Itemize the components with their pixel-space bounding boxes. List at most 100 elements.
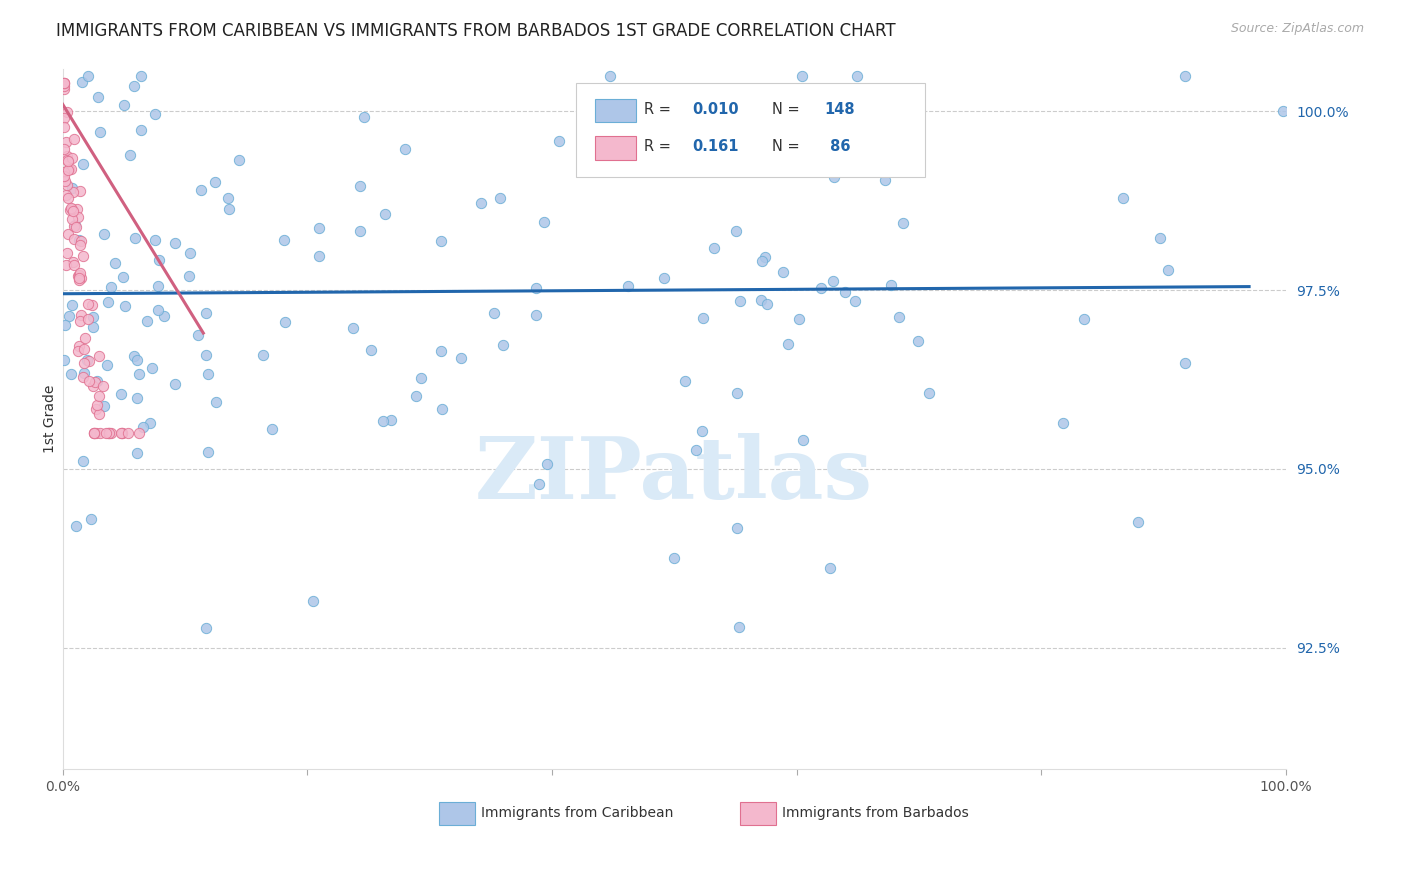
- Point: [59, 203, 82, 218]
- Point: [80, 512, 103, 526]
- Point: [86, 398, 108, 412]
- Point: [218, 202, 240, 217]
- Text: ZIPatlas: ZIPatlas: [475, 433, 873, 517]
- Point: [114, 299, 136, 313]
- Point: [66, 202, 89, 217]
- Point: [778, 337, 800, 351]
- Point: [834, 285, 856, 299]
- Point: [917, 385, 939, 400]
- Point: [810, 281, 832, 295]
- Point: [69, 267, 91, 281]
- Point: [112, 98, 135, 112]
- Point: [118, 148, 141, 162]
- Point: [599, 69, 621, 83]
- Point: [1126, 515, 1149, 529]
- Point: [82, 319, 104, 334]
- Point: [128, 367, 150, 381]
- Point: [56, 149, 79, 163]
- Point: [527, 476, 550, 491]
- Point: [146, 278, 169, 293]
- Point: [1112, 191, 1135, 205]
- Point: [547, 134, 569, 148]
- Point: [617, 278, 640, 293]
- Point: [72, 249, 94, 263]
- Point: [69, 234, 91, 248]
- Point: [405, 389, 427, 403]
- Point: [84, 402, 107, 417]
- Point: [53, 169, 76, 183]
- Text: IMMIGRANTS FROM CARIBBEAN VS IMMIGRANTS FROM BARBADOS 1ST GRADE CORRELATION CHAR: IMMIGRANTS FROM CARIBBEAN VS IMMIGRANTS …: [56, 22, 896, 40]
- Point: [692, 95, 714, 109]
- Point: [83, 426, 105, 441]
- Point: [844, 294, 866, 309]
- Text: Immigrants from Barbados: Immigrants from Barbados: [782, 806, 969, 821]
- Point: [62, 203, 84, 218]
- Point: [56, 163, 79, 178]
- Point: [55, 258, 77, 272]
- Point: [725, 224, 748, 238]
- Point: [690, 424, 713, 438]
- Point: [98, 426, 121, 441]
- Point: [652, 270, 675, 285]
- Point: [1073, 311, 1095, 326]
- Point: [711, 123, 734, 137]
- Point: [163, 236, 186, 251]
- Point: [55, 135, 77, 149]
- Point: [111, 426, 134, 441]
- Point: [262, 421, 284, 435]
- Point: [60, 180, 83, 194]
- Point: [63, 258, 86, 272]
- Point: [880, 277, 903, 292]
- Text: 148: 148: [825, 103, 855, 118]
- Point: [429, 343, 451, 358]
- Point: [821, 275, 844, 289]
- Point: [725, 386, 748, 401]
- Point: [429, 234, 451, 248]
- Point: [755, 297, 778, 311]
- Text: R =: R =: [644, 103, 675, 118]
- FancyBboxPatch shape: [595, 99, 637, 122]
- Point: [187, 328, 209, 343]
- Point: [52, 164, 75, 178]
- Text: Immigrants from Caribbean: Immigrants from Caribbean: [481, 806, 673, 821]
- Point: [72, 369, 94, 384]
- Point: [129, 69, 152, 83]
- Point: [394, 142, 416, 156]
- Point: [53, 318, 76, 333]
- Point: [754, 250, 776, 264]
- Point: [66, 269, 89, 284]
- Point: [69, 184, 91, 198]
- Point: [70, 75, 93, 89]
- Point: [62, 185, 84, 199]
- Point: [84, 375, 107, 389]
- Point: [86, 374, 108, 388]
- Point: [89, 126, 111, 140]
- Point: [818, 560, 841, 574]
- Point: [194, 621, 217, 635]
- Point: [524, 309, 547, 323]
- Point: [110, 426, 132, 441]
- Point: [67, 344, 90, 359]
- Point: [52, 76, 75, 90]
- Point: [125, 446, 148, 460]
- Point: [55, 246, 77, 260]
- Point: [110, 387, 132, 401]
- Point: [67, 268, 90, 282]
- Point: [274, 315, 297, 329]
- Point: [58, 310, 80, 324]
- Point: [76, 69, 98, 83]
- Point: [792, 433, 814, 447]
- Point: [56, 178, 79, 192]
- Point: [127, 392, 149, 406]
- Point: [204, 176, 226, 190]
- Point: [82, 310, 104, 325]
- Point: [692, 311, 714, 326]
- Point: [70, 271, 93, 285]
- Point: [97, 426, 120, 441]
- Point: [87, 90, 110, 104]
- Point: [1149, 231, 1171, 245]
- Point: [195, 305, 218, 319]
- Text: N =: N =: [772, 103, 804, 118]
- Point: [72, 156, 94, 170]
- Point: [751, 254, 773, 268]
